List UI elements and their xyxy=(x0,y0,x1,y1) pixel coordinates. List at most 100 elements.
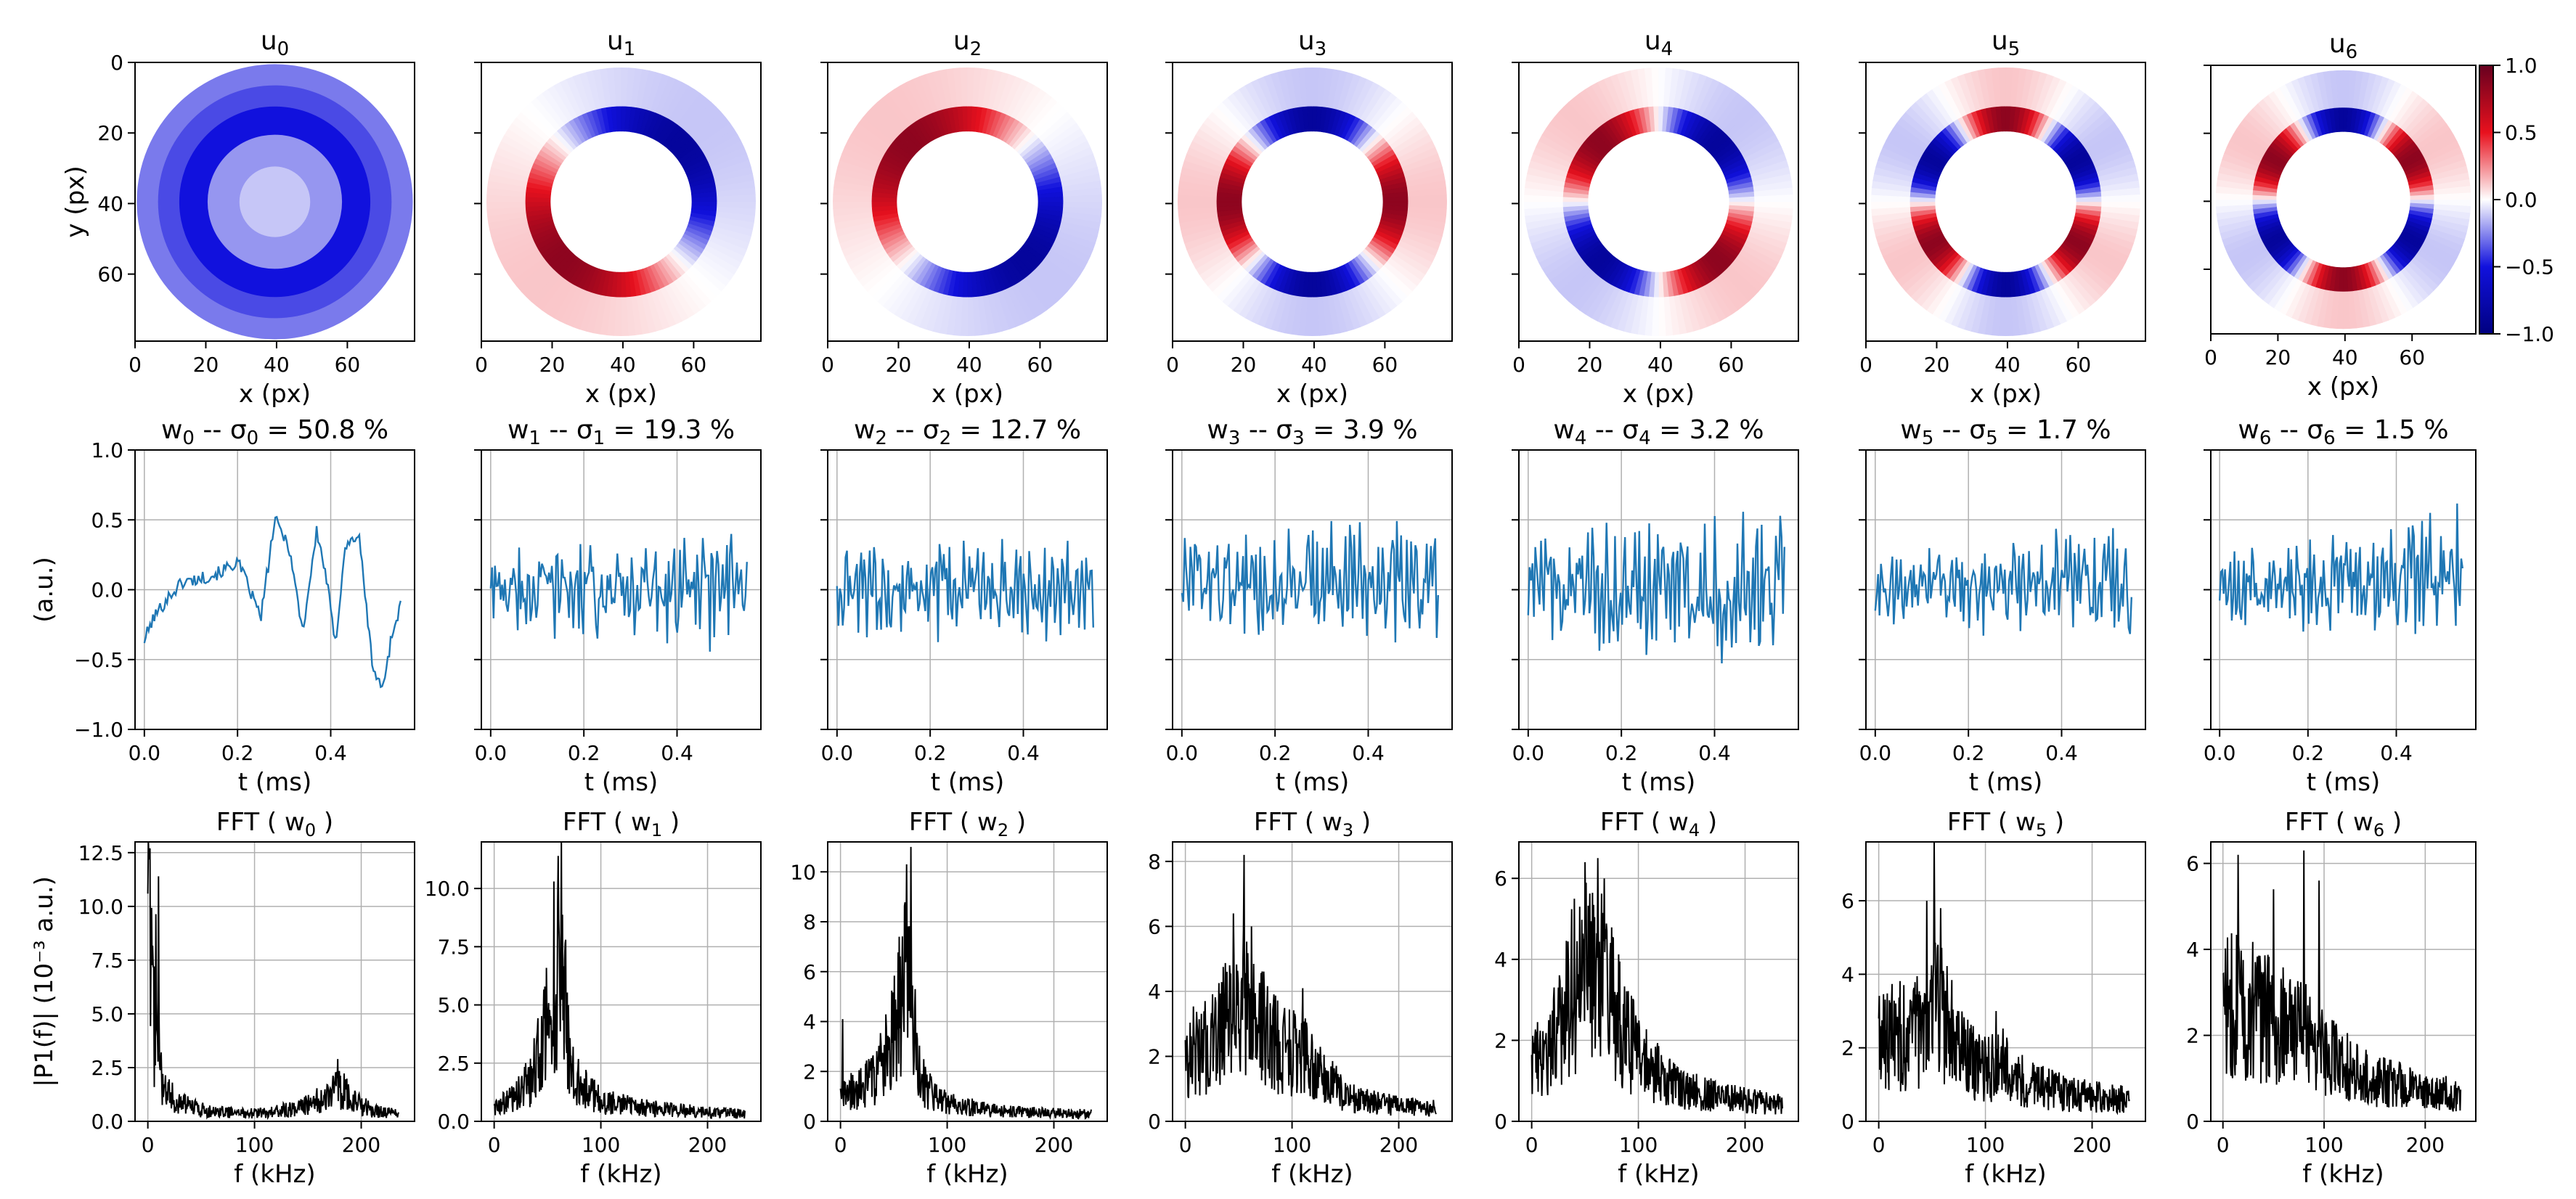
mode-core xyxy=(239,166,311,237)
x-tick-label: 60 xyxy=(2399,345,2425,369)
plot-frame xyxy=(827,841,1108,1122)
x-tick-label: 0 xyxy=(2217,1133,2230,1157)
x-tick-label: 20 xyxy=(539,353,566,377)
y-tick-label: 2 xyxy=(803,1060,816,1084)
x-tick-label: 100 xyxy=(1619,1133,1658,1157)
weight-panel-5: 0.0 0.2 0.4t (ms) w5 -- σ5 = 1.7 % xyxy=(1859,415,2146,797)
weight-xlabel: t (ms) xyxy=(931,768,1005,797)
mode-xlabel: x (px) xyxy=(1276,380,1348,409)
weight-series-line xyxy=(489,533,748,652)
weight-panel-2: 0.0 0.2 0.4t (ms) w2 -- σ2 = 12.7 % xyxy=(820,415,1108,797)
mode-title: u6 xyxy=(2329,29,2357,63)
x-tick-label: 20 xyxy=(1577,353,1603,377)
y-tick-label: 7.5 xyxy=(437,935,470,959)
mode-frame xyxy=(481,62,762,342)
weight-series-line xyxy=(1874,528,2132,636)
weight-xlabel: t (ms) xyxy=(238,768,312,797)
colorbar-tick-label: −1.0 xyxy=(2505,322,2554,346)
x-tick-label: 0.0 xyxy=(475,741,508,765)
x-tick-label: 0.0 xyxy=(1859,741,1892,765)
x-tick-label: 60 xyxy=(681,353,707,377)
y-tick-label: 2 xyxy=(1148,1044,1161,1068)
y-tick-label: 2 xyxy=(1494,1028,1507,1052)
weight-xlabel: t (ms) xyxy=(2307,768,2381,797)
fft-xlabel: f (kHz) xyxy=(580,1160,661,1189)
x-tick-label: 100 xyxy=(235,1133,274,1157)
weight-title: w0 -- σ0 = 50.8 % xyxy=(161,415,388,449)
y-tick-label: 0.0 xyxy=(91,1110,123,1134)
x-tick-label: 0.4 xyxy=(2380,741,2413,765)
x-tick-label: 40 xyxy=(2332,345,2358,369)
fft-series-line xyxy=(493,841,746,1119)
plot-frame xyxy=(481,841,762,1122)
x-tick-label: 0 xyxy=(129,353,142,377)
fft-xlabel: f (kHz) xyxy=(2302,1160,2384,1189)
y-tick-label: 0 xyxy=(1148,1110,1161,1134)
weight-xlabel: t (ms) xyxy=(1276,768,1350,797)
fft-panel-1: 0 100 200 0.0 2.5 5.0 7.5 10.0 f (kHz) FFT ( w1 ) xyxy=(425,808,762,1189)
mode-ring-segment xyxy=(691,196,717,202)
x-tick-label: 200 xyxy=(1379,1133,1418,1157)
x-tick-label: 0 xyxy=(1872,1133,1886,1157)
weight-series-line xyxy=(1181,520,1439,643)
x-tick-label: 60 xyxy=(1027,353,1053,377)
y-tick-label: 1.0 xyxy=(91,438,123,462)
y-tick-label: 0 xyxy=(1841,1110,1854,1134)
x-tick-label: 20 xyxy=(886,353,912,377)
x-tick-label: 40 xyxy=(610,353,636,377)
x-tick-label: 0.0 xyxy=(1166,741,1199,765)
x-tick-label: 0.2 xyxy=(221,741,254,765)
mode-panel-0: u0 0 20 40 60 0 20 40 60 x (px) y (px) xyxy=(61,26,415,409)
weight-panel-6: 0.0 0.2 0.4 t (ms) w6 -- σ6 = 1.5 % xyxy=(2204,415,2477,797)
x-tick-label: 20 xyxy=(2265,345,2291,369)
y-tick-label: 5.0 xyxy=(437,994,470,1018)
mode-xlabel: x (px) xyxy=(932,380,1003,409)
weight-series-line xyxy=(1527,512,1785,664)
mode-panel-4: u4 0 20 40 60 x (px) xyxy=(1512,26,1799,409)
mode-panel-5: u5 0 20 40 60 x (px) xyxy=(1859,26,2146,409)
x-tick-label: 0.4 xyxy=(314,741,347,765)
colorbar-tick-label: 1.0 xyxy=(2505,54,2538,78)
mode-title: u1 xyxy=(607,26,635,60)
x-tick-label: 0.4 xyxy=(1352,741,1385,765)
weight-series-line xyxy=(836,539,1094,642)
y-tick-label: 4 xyxy=(2186,938,2199,962)
mode-title: u3 xyxy=(1298,26,1326,60)
weight-title: w1 -- σ1 = 19.3 % xyxy=(508,415,735,449)
mode-title: u2 xyxy=(953,26,982,60)
y-tick-label: 0 xyxy=(1494,1110,1507,1134)
y-tick-label: 0 xyxy=(110,51,123,75)
x-tick-label: 0.0 xyxy=(821,741,854,765)
y-tick-label: 2 xyxy=(2186,1024,2199,1048)
mode-title: u4 xyxy=(1644,26,1673,60)
y-tick-label: 4 xyxy=(1494,948,1507,972)
x-tick-label: 0.0 xyxy=(1512,741,1545,765)
x-tick-label: 100 xyxy=(1273,1133,1311,1157)
weight-panel-0: 0.0 0.2 0.4 −1.0 −0.5 0.0 0.5 1.0 t (ms) w0 -- σ0… xyxy=(30,415,415,797)
fft-series-line xyxy=(1184,854,1437,1117)
x-tick-label: 20 xyxy=(193,353,219,377)
fft-series-line xyxy=(2222,850,2462,1112)
mode-panel-3: u3 0 20 40 60 x (px) xyxy=(1165,26,1453,409)
mode-xlabel: x (px) xyxy=(1970,380,2042,409)
y-tick-label: 60 xyxy=(97,263,123,287)
weight-title: w4 -- σ4 = 3.2 % xyxy=(1553,415,1764,449)
y-tick-label: 7.5 xyxy=(91,949,123,973)
y-tick-label: 0 xyxy=(803,1110,816,1134)
x-tick-label: 100 xyxy=(1966,1133,2005,1157)
x-tick-label: 0.4 xyxy=(1698,741,1731,765)
plot-frame xyxy=(1518,841,1799,1122)
y-tick-label: 8 xyxy=(1148,850,1161,874)
colorbar-tick-label: 0.0 xyxy=(2505,188,2538,212)
y-tick-label: 6 xyxy=(1148,914,1161,938)
fft-title: FFT ( w1 ) xyxy=(563,808,680,840)
x-tick-label: 0 xyxy=(1512,353,1525,377)
mode-panel-1: u1 0 20 40 60 x (px) xyxy=(474,26,762,409)
x-tick-label: 0 xyxy=(834,1133,847,1157)
fft-series-line xyxy=(839,846,1092,1121)
fft-title: FFT ( w6 ) xyxy=(2285,808,2402,840)
weight-panel-1: 0.0 0.2 0.4t (ms) w1 -- σ1 = 19.3 % xyxy=(474,415,762,797)
mode-xlabel: x (px) xyxy=(1623,380,1695,409)
mode-frame xyxy=(1172,62,1453,342)
